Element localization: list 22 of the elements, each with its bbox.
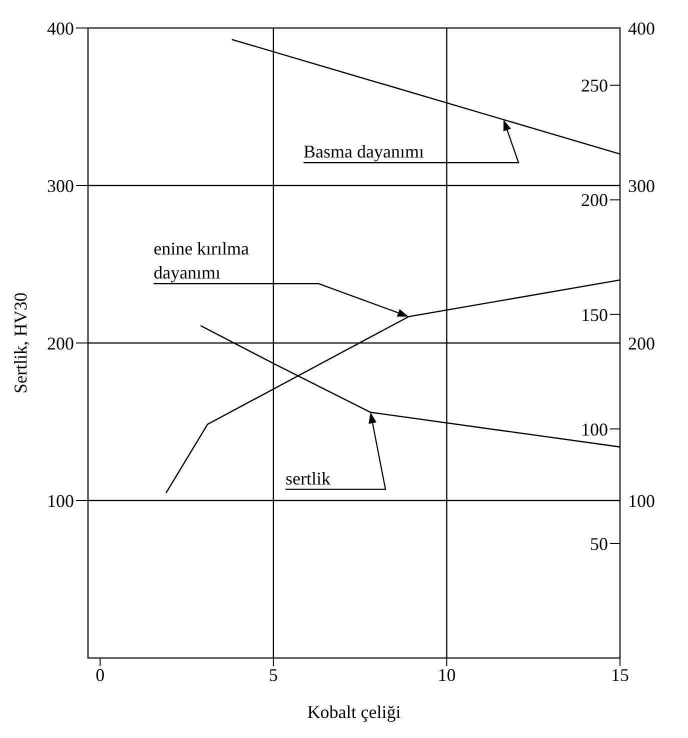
y2-tick-label: 100 <box>628 490 655 511</box>
x-tick-label: 5 <box>268 664 278 685</box>
text: Basma dayanımı <box>304 142 424 162</box>
y3-tick-label: 150 <box>581 304 608 325</box>
x-axis-title: Kobalt çeliği <box>307 702 401 722</box>
y2-tick-label: 300 <box>628 176 655 196</box>
x-tick-label: 15 <box>611 664 629 685</box>
y-tick-label: 100 <box>47 490 74 511</box>
y-tick-label: 300 <box>47 176 74 196</box>
y3-tick-label: 250 <box>581 76 608 96</box>
y3-tick-label: 100 <box>581 419 608 440</box>
y2-tick-label: 200 <box>628 333 655 354</box>
y3-tick-label: 50 <box>590 534 608 554</box>
text: sertlik <box>285 468 330 488</box>
y-tick-label: 400 <box>47 18 74 38</box>
y2-tick-label: 400 <box>628 18 655 38</box>
y-tick-label: 200 <box>47 333 74 354</box>
x-tick-label: 10 <box>438 664 456 685</box>
y-axis-title: Sertlik, HV30 <box>10 292 30 394</box>
x-tick-label: 0 <box>96 664 105 685</box>
y3-tick-label: 200 <box>581 190 608 210</box>
text: enine kırılma dayanımı <box>154 238 250 283</box>
